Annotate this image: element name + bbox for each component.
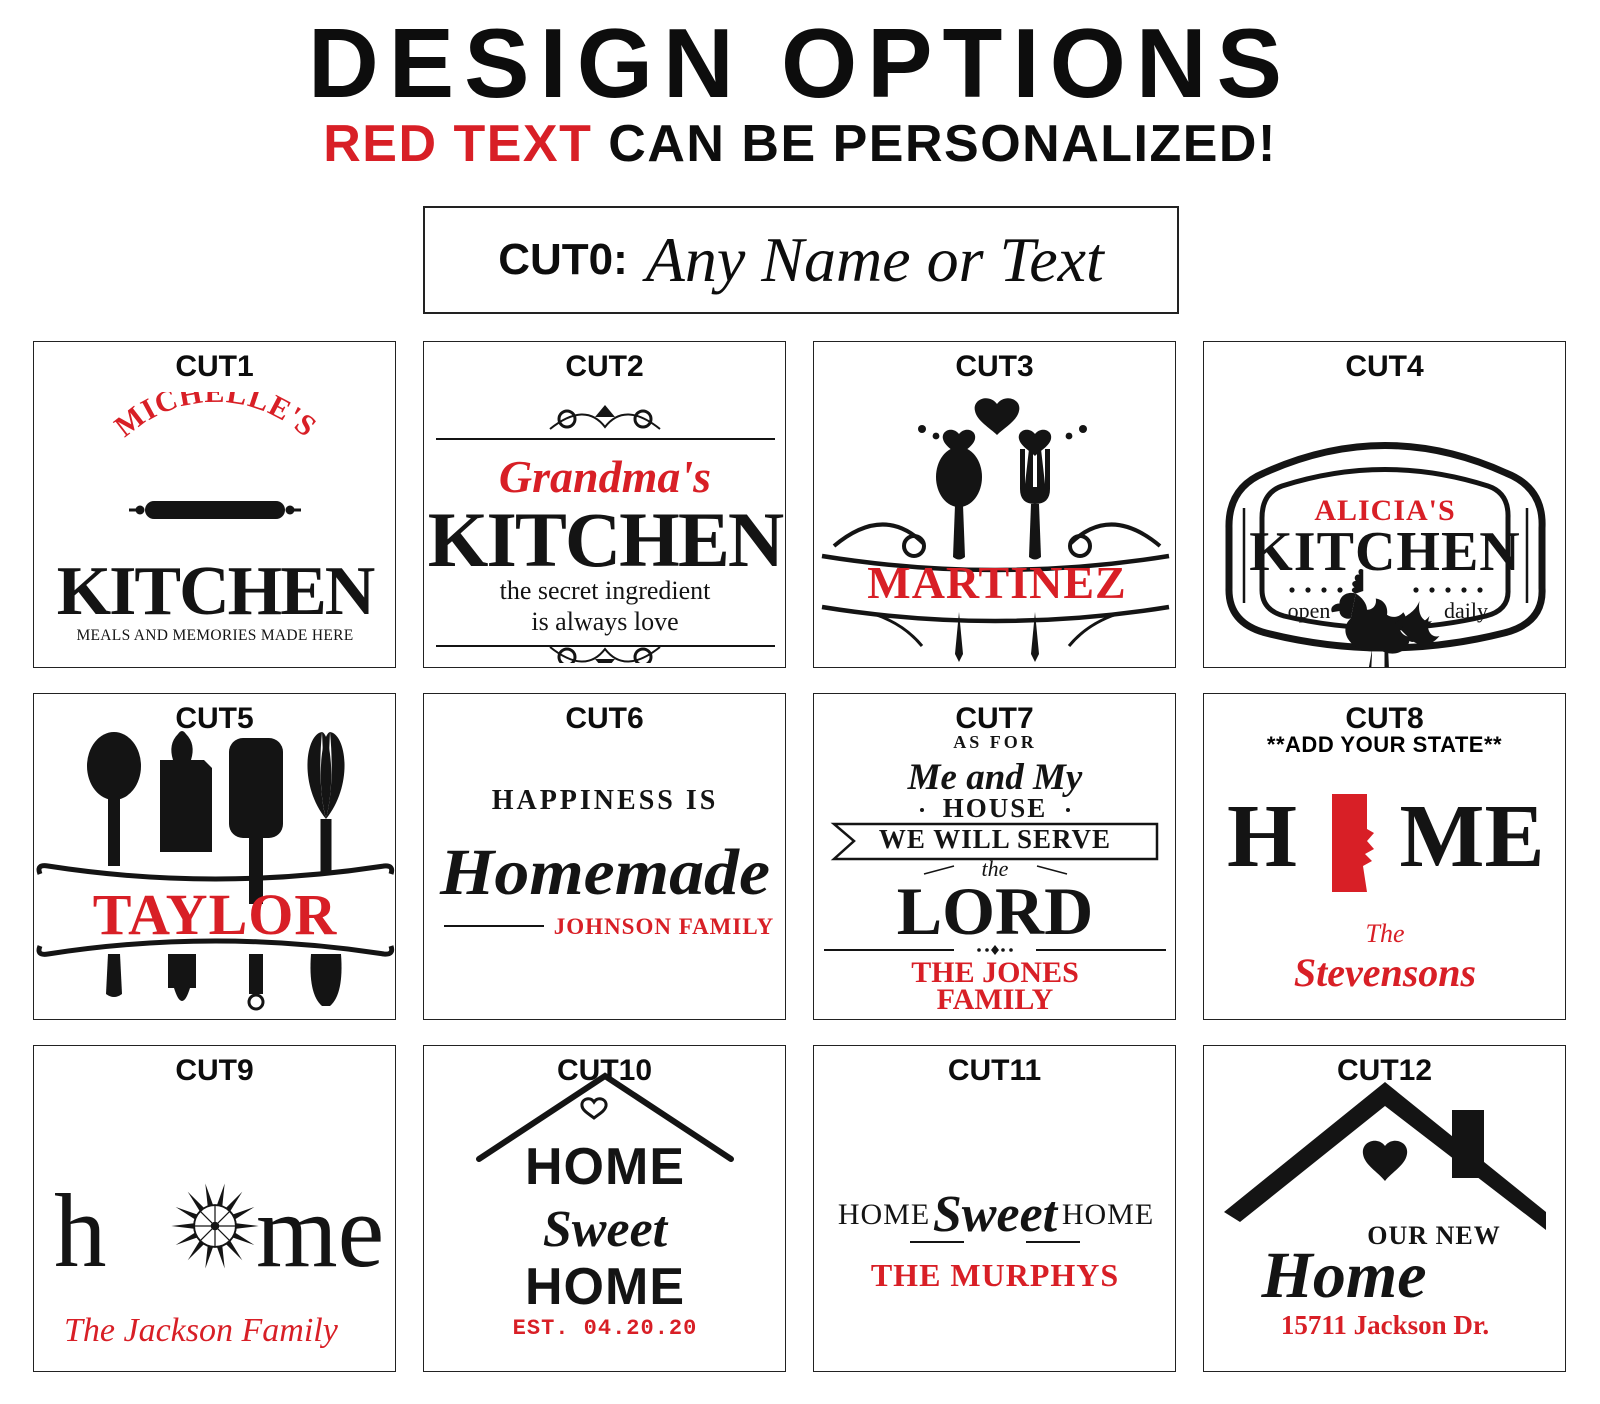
svg-text:H: H [1227,787,1297,886]
svg-text:FAMILY: FAMILY [937,983,1054,1013]
svg-text:HOUSE: HOUSE [943,793,1048,823]
svg-text:HOME: HOME [1062,1198,1154,1231]
svg-text:Grandma's: Grandma's [499,451,711,502]
svg-text:Sweet: Sweet [543,1201,669,1258]
svg-text:daily: daily [1444,598,1488,623]
svg-text:HOME: HOME [525,1138,685,1196]
svg-text:EST. 04.20.20: EST. 04.20.20 [513,1316,698,1341]
svg-text:THE MURPHYS: THE MURPHYS [871,1257,1119,1293]
svg-text:MEALS AND MEMORIES MADE HERE: MEALS AND MEMORIES MADE HERE [76,627,353,644]
svg-text:HOME: HOME [838,1198,930,1231]
svg-text:Me and My: Me and My [907,757,1083,798]
svg-text:MARTINEZ: MARTINEZ [867,557,1126,608]
svg-text:AS FOR: AS FOR [953,732,1037,752]
svg-text:is always love: is always love [531,607,678,636]
svg-text:JOHNSON FAMILY: JOHNSON FAMILY [554,914,774,939]
svg-text:Sweet: Sweet [933,1186,1059,1243]
svg-text:WE WILL SERVE: WE WILL SERVE [879,824,1111,854]
svg-text:LORD: LORD [897,873,1093,949]
svg-text:ME: ME [1400,787,1545,886]
svg-text:KITCHEN: KITCHEN [57,553,375,630]
svg-text:HAPPINESS IS: HAPPINESS IS [492,785,719,816]
svg-text:KITCHEN: KITCHEN [428,496,784,583]
svg-text:Stevensons: Stevensons [1294,950,1476,995]
svg-text:15711 Jackson Dr.: 15711 Jackson Dr. [1281,1310,1489,1340]
svg-text:The Jackson Family: The Jackson Family [64,1312,339,1349]
svg-text:Home: Home [1261,1239,1427,1312]
svg-text:HOME: HOME [525,1258,685,1316]
svg-text:h: h [54,1172,107,1289]
svg-text:MICHELLE'S: MICHELLE'S [109,392,324,444]
svg-text:The: The [1366,919,1405,948]
svg-text:KITCHEN: KITCHEN [1249,521,1521,583]
svg-text:Homemade: Homemade [439,836,770,909]
svg-text:me: me [256,1172,384,1289]
svg-text:TAYLOR: TAYLOR [93,882,338,947]
svg-text:the secret ingredient: the secret ingredient [500,576,712,605]
svg-text:open: open [1288,598,1331,623]
